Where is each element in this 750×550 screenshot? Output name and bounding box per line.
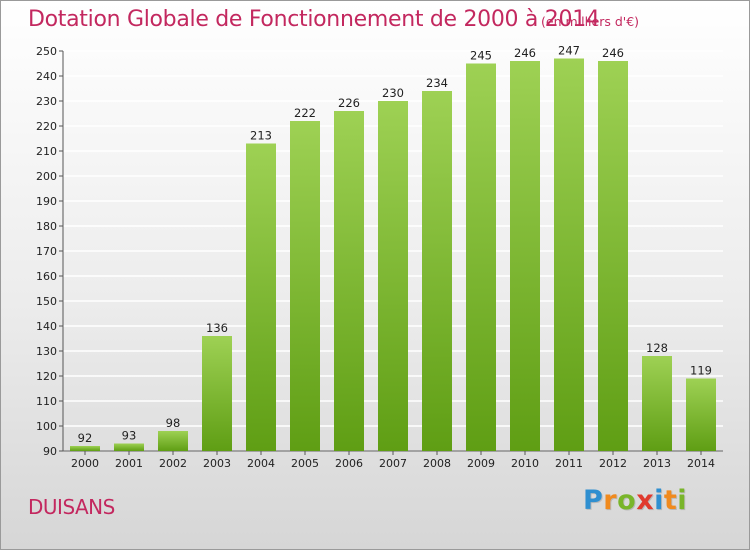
bar-value-label: 213	[250, 129, 272, 143]
y-tick-label: 220	[36, 120, 57, 133]
x-tick-label: 2006	[335, 457, 363, 470]
x-tick-label: 2014	[687, 457, 715, 470]
bar-value-label: 247	[558, 44, 580, 58]
y-tick-label: 170	[36, 245, 57, 258]
y-tick-label: 160	[36, 270, 57, 283]
bar	[554, 58, 584, 451]
bar-value-label: 226	[338, 96, 360, 110]
x-tick-label: 2002	[159, 457, 187, 470]
x-tick-label: 2003	[203, 457, 231, 470]
x-tick-label: 2009	[467, 457, 495, 470]
bar	[114, 443, 144, 451]
bar-value-label: 93	[122, 429, 137, 443]
y-tick-label: 230	[36, 95, 57, 108]
bar-value-label: 230	[382, 86, 404, 100]
bar-value-label: 98	[166, 416, 181, 430]
logo-letter: r	[603, 485, 618, 516]
bar	[378, 101, 408, 451]
bar-value-label: 246	[602, 46, 624, 60]
x-tick-label: 2010	[511, 457, 539, 470]
bar-value-label: 245	[470, 49, 492, 63]
logo-letter: i	[677, 485, 688, 516]
bar	[642, 356, 672, 451]
labels: 90 100 110 120 130 140 150 160 170 180 190 200 210 22…	[36, 44, 715, 471]
bar-value-label: 246	[514, 46, 536, 60]
y-tick-label: 100	[36, 420, 57, 433]
bar	[334, 111, 364, 451]
x-tick-label: 2007	[379, 457, 407, 470]
bars	[70, 58, 716, 451]
bar-value-label: 119	[690, 364, 712, 378]
y-tick-label: 190	[36, 195, 57, 208]
y-tick-label: 150	[36, 295, 57, 308]
x-tick-label: 2013	[643, 457, 671, 470]
bar-value-label: 222	[294, 106, 316, 120]
bar	[686, 378, 716, 451]
bar	[158, 431, 188, 451]
y-tick-label: 210	[36, 145, 57, 158]
y-tick-label: 120	[36, 370, 57, 383]
x-tick-label: 2011	[555, 457, 583, 470]
x-tick-label: 2008	[423, 457, 451, 470]
bar	[466, 63, 496, 451]
y-tick-label: 180	[36, 220, 57, 233]
logo-letter: i	[654, 485, 664, 516]
y-tick-label: 140	[36, 320, 57, 333]
y-tick-label: 110	[36, 395, 57, 408]
bar-value-label: 128	[646, 341, 668, 355]
x-tick-label: 2004	[247, 457, 275, 470]
logo-letter: x	[636, 485, 655, 516]
bar	[202, 336, 232, 451]
y-tick-label: 200	[36, 170, 57, 183]
logo-letter: o	[617, 485, 637, 516]
bar	[70, 446, 100, 451]
bar	[422, 91, 452, 451]
bar	[246, 143, 276, 451]
x-tick-label: 2001	[115, 457, 143, 470]
bar-value-label: 92	[78, 431, 93, 445]
logo-letter: P	[583, 485, 604, 516]
bar-value-label: 136	[206, 321, 228, 335]
bar	[510, 61, 540, 451]
bar	[598, 61, 628, 451]
y-tick-label: 250	[36, 45, 57, 58]
y-tick-label: 130	[36, 345, 57, 358]
proxiti-logo[interactable]: Proxiti	[583, 485, 687, 516]
commune-name: DUISANS	[28, 495, 115, 519]
x-tick-label: 2000	[71, 457, 99, 470]
chart-subtitle: (en milliers d'€)	[541, 14, 640, 29]
bar	[290, 121, 320, 451]
y-tick-label: 90	[43, 445, 57, 458]
x-tick-label: 2012	[599, 457, 627, 470]
y-tick-label: 240	[36, 70, 57, 83]
logo-letter: t	[663, 485, 678, 516]
chart-title: Dotation Globale de Fonctionnement de 20…	[28, 7, 600, 32]
x-tick-label: 2005	[291, 457, 319, 470]
bar-value-label: 234	[426, 76, 448, 90]
